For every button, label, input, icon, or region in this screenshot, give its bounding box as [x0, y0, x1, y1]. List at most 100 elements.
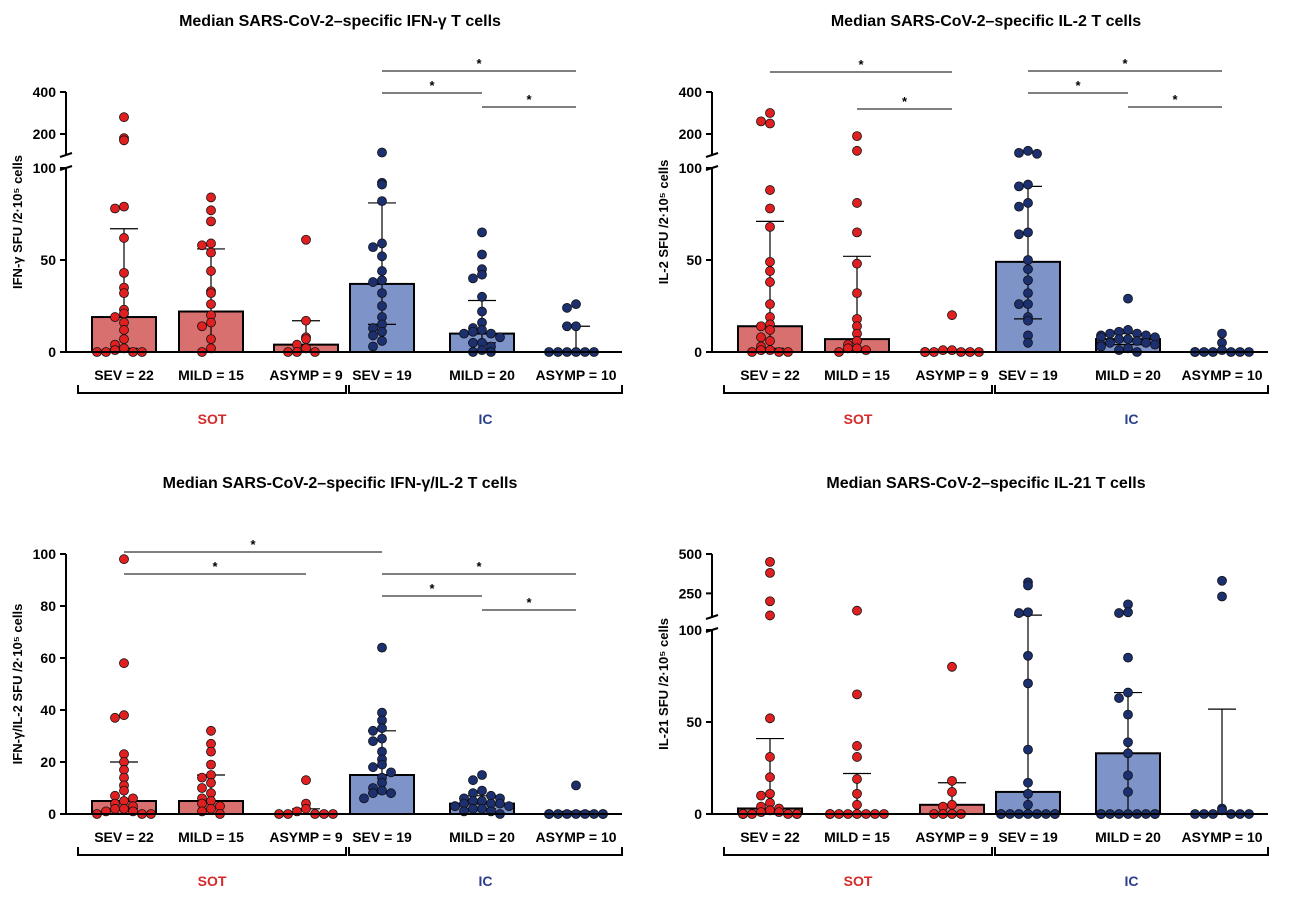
data-point [852, 605, 862, 616]
data-point [562, 321, 572, 332]
chart-title: Median SARS-CoV-2–specific IFN-γ T cells [179, 13, 501, 30]
data-point [765, 185, 775, 195]
data-point [206, 317, 216, 328]
data-point [206, 247, 216, 258]
data-point [1123, 293, 1133, 304]
data-point [765, 596, 775, 607]
data-point [377, 326, 387, 337]
data-point [1123, 709, 1133, 720]
data-point [459, 328, 469, 339]
data-point [119, 308, 129, 319]
data-point [377, 723, 387, 734]
significance-label: * [212, 559, 218, 574]
data-point [377, 238, 387, 249]
data-point [504, 801, 514, 812]
data-point [377, 288, 387, 299]
x-tick-label: ASYMP = 9 [915, 829, 988, 845]
group-label: SOT [198, 411, 227, 427]
x-tick-label: SEV = 19 [352, 829, 412, 845]
data-point [301, 775, 311, 786]
data-point [119, 267, 129, 278]
axis-break-mark [59, 152, 73, 158]
data-point [386, 767, 396, 778]
data-point [110, 712, 120, 723]
data-point [852, 131, 862, 142]
data-point [852, 741, 862, 751]
data-point [119, 288, 129, 299]
data-point [947, 310, 957, 321]
data-point [1096, 341, 1106, 352]
data-point [197, 783, 207, 793]
y-tick-label: 400 [33, 84, 57, 100]
data-point [1023, 788, 1033, 799]
data-point [765, 610, 775, 621]
data-point [450, 801, 460, 812]
y-tick-label: 80 [40, 598, 56, 614]
data-point [1023, 777, 1033, 788]
data-point [1114, 693, 1124, 703]
significance-label: * [526, 92, 532, 107]
data-point [119, 334, 129, 345]
data-point [359, 793, 369, 804]
data-point [1014, 201, 1024, 212]
data-point [377, 759, 387, 770]
group-label: IC [479, 411, 493, 427]
data-point [477, 345, 487, 356]
y-tick-label: 0 [48, 806, 56, 822]
data-point [1023, 275, 1033, 286]
data-point [368, 242, 378, 253]
data-point [368, 725, 378, 736]
y-tick-label: 0 [694, 344, 702, 360]
y-tick-label: 20 [40, 754, 56, 770]
data-point [852, 288, 862, 299]
data-point [765, 277, 775, 287]
y-tick-label: 250 [679, 585, 703, 601]
data-point [1023, 179, 1033, 190]
data-point [477, 249, 487, 260]
data-point [206, 746, 216, 757]
data-point [377, 275, 387, 286]
data-point [377, 301, 387, 311]
data-point [756, 321, 766, 332]
data-point [1023, 227, 1033, 238]
data-point [206, 803, 216, 814]
x-tick-label: ASYMP = 9 [269, 829, 342, 845]
data-point [119, 658, 129, 669]
data-point [206, 725, 216, 736]
data-point [756, 116, 766, 127]
x-tick-label: MILD = 15 [178, 829, 244, 845]
data-point [1023, 315, 1033, 326]
data-point [1150, 339, 1160, 350]
data-point [947, 345, 957, 356]
data-point [1023, 678, 1033, 689]
data-point [477, 785, 487, 796]
data-point [1014, 147, 1024, 158]
x-tick-label: SEV = 22 [740, 829, 800, 845]
data-point [301, 334, 311, 345]
data-point [852, 227, 862, 238]
significance-label: * [476, 559, 482, 574]
data-point [765, 713, 775, 724]
data-point [756, 332, 766, 343]
panel-il21: Median SARS-CoV-2–specific IL-21 T cells… [656, 475, 1269, 889]
data-point [368, 788, 378, 799]
group-bracket [994, 847, 1269, 856]
data-point [197, 240, 207, 251]
data-point [1123, 787, 1133, 797]
data-point [1123, 737, 1133, 748]
data-point [852, 788, 862, 799]
y-axis-label: IFN-γ SFU /2·10⁵ cells [10, 155, 25, 289]
data-point [368, 330, 378, 341]
data-point [119, 135, 129, 146]
data-point [938, 345, 948, 356]
data-point [377, 147, 387, 158]
x-tick-label: MILD = 15 [824, 367, 890, 383]
data-point [477, 325, 487, 335]
data-point [377, 266, 387, 276]
data-point [368, 341, 378, 352]
data-point [765, 299, 775, 310]
data-point [765, 336, 775, 346]
data-point [477, 269, 487, 280]
data-point [377, 785, 387, 796]
data-point [1105, 328, 1115, 339]
